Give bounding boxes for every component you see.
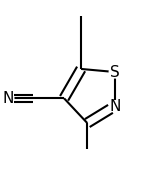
Text: S: S: [110, 65, 120, 80]
Circle shape: [109, 66, 121, 78]
Text: N: N: [109, 99, 121, 114]
Circle shape: [3, 93, 14, 104]
Circle shape: [110, 101, 121, 111]
Text: N: N: [3, 91, 14, 106]
